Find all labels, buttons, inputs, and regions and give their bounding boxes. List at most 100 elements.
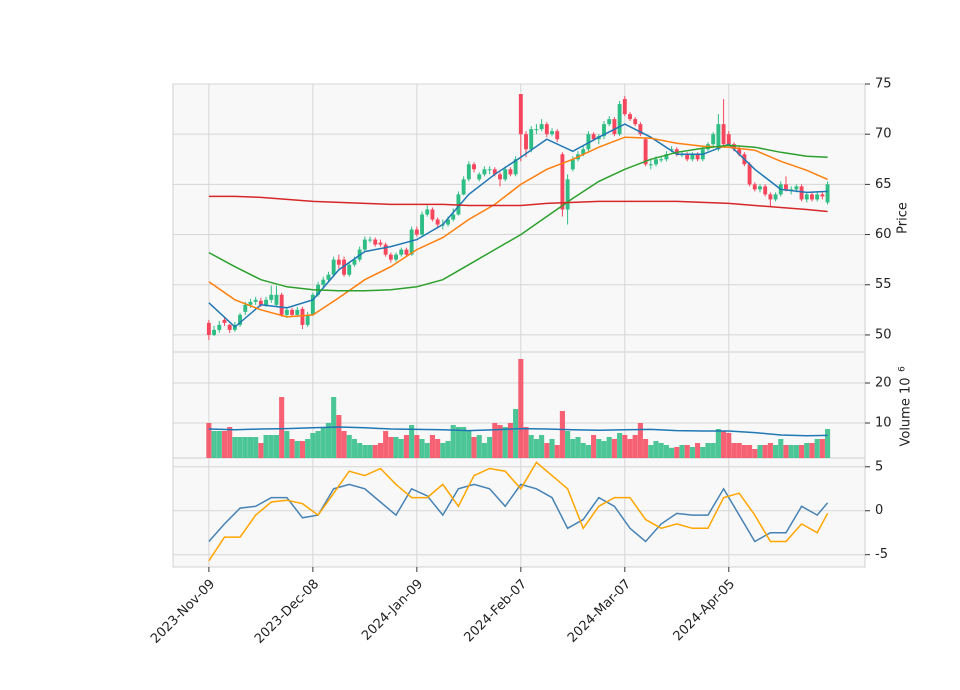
candle-body xyxy=(555,131,560,140)
candle-body xyxy=(342,259,346,275)
volume-bar xyxy=(305,439,311,458)
candle-body xyxy=(420,214,424,235)
y-tick-label: 70 xyxy=(875,127,892,142)
volume-bar xyxy=(253,437,259,458)
volume-bar xyxy=(237,437,243,458)
candle-body xyxy=(534,129,539,131)
volume-bar xyxy=(372,445,378,458)
candle-body xyxy=(638,124,643,135)
y-tick-label: 5 xyxy=(875,459,883,474)
volume-bar xyxy=(216,431,222,458)
candle-body xyxy=(212,329,217,335)
candle-body xyxy=(560,154,565,210)
volume-bar xyxy=(440,443,446,458)
volume-bar xyxy=(502,427,508,458)
candle-body xyxy=(648,164,653,166)
candle-body xyxy=(643,139,648,165)
volume-bar xyxy=(773,445,779,458)
volume-bar xyxy=(414,435,420,458)
y-tick-label: 75 xyxy=(875,77,892,92)
volume-bar xyxy=(632,435,638,458)
price-axis-label: Price xyxy=(896,202,911,234)
indicator-line xyxy=(208,461,829,562)
price-line xyxy=(208,123,828,328)
volume-bar xyxy=(403,435,409,458)
candle-body xyxy=(518,94,523,135)
volume-bar xyxy=(606,437,612,458)
candle-body xyxy=(477,174,482,180)
volume-bar xyxy=(377,443,383,458)
candle-body xyxy=(716,124,721,150)
volume-bar xyxy=(523,427,529,458)
volume-bar xyxy=(507,423,513,458)
candle-body xyxy=(227,324,232,330)
volume-bar xyxy=(689,447,695,458)
volume-bar xyxy=(731,443,737,458)
candle-body xyxy=(409,229,414,255)
volume-bar xyxy=(388,437,394,458)
candle-body xyxy=(414,229,419,235)
candle-body xyxy=(492,169,497,175)
candle-body xyxy=(300,308,305,325)
candle-body xyxy=(737,149,742,155)
volume-bar xyxy=(268,435,274,458)
x-tick-label: 2024-Mar-07 xyxy=(565,577,634,646)
candle-body xyxy=(508,169,513,175)
volume-bar xyxy=(393,437,399,458)
candle-body xyxy=(264,299,269,305)
candle-body xyxy=(752,184,757,190)
volume-bar xyxy=(585,445,591,458)
candle-body xyxy=(602,124,606,137)
volume-bar xyxy=(367,445,373,458)
candle-body xyxy=(810,194,814,200)
candle-body xyxy=(378,242,383,245)
volume-bar xyxy=(736,443,742,458)
candle-body xyxy=(763,186,768,195)
y-tick-label: 50 xyxy=(875,327,892,342)
volume-bar xyxy=(783,445,789,458)
volume-bar xyxy=(554,445,560,458)
volume-bar xyxy=(221,431,228,458)
volume-bar xyxy=(284,431,290,458)
volume-bar xyxy=(549,439,555,458)
y-tick-label: 60 xyxy=(875,227,892,242)
candle-body xyxy=(243,304,248,312)
volume-bar xyxy=(346,435,352,458)
volume-bar xyxy=(793,445,799,458)
candle-body xyxy=(570,159,575,170)
candle-body xyxy=(799,186,804,200)
volume-bar xyxy=(481,443,487,458)
candle-body xyxy=(513,159,518,175)
volume-bar xyxy=(206,423,212,458)
candle-body xyxy=(544,124,549,135)
volume-bar xyxy=(601,441,607,458)
candle-body xyxy=(295,309,300,315)
candle-body xyxy=(612,119,617,135)
candle-body xyxy=(222,319,227,323)
candle-body xyxy=(659,159,664,161)
volume-bar xyxy=(299,441,306,458)
volume-bar xyxy=(788,445,794,458)
candle-body xyxy=(586,134,591,150)
volume-bar xyxy=(289,439,295,458)
volume-axis-exponent: 6 xyxy=(898,366,908,372)
volume-bar xyxy=(273,435,280,458)
candle-body xyxy=(622,99,627,115)
price-line xyxy=(208,195,828,213)
candle-body xyxy=(815,194,820,200)
candle-body xyxy=(253,299,258,302)
candle-body xyxy=(331,259,336,275)
x-tick-label: 2024-Jan-09 xyxy=(359,577,426,644)
volume-bar xyxy=(461,427,467,458)
indicator-panel xyxy=(172,457,866,568)
candle-body xyxy=(726,134,731,145)
volume-bar xyxy=(757,445,763,458)
candle-body xyxy=(394,254,398,260)
volume-bar xyxy=(539,435,545,458)
volume-bar xyxy=(258,443,264,458)
candle-body xyxy=(451,214,456,220)
price-line xyxy=(208,144,828,292)
candle-body xyxy=(206,322,211,335)
candle-body xyxy=(529,129,534,150)
volume-bar xyxy=(658,443,664,458)
